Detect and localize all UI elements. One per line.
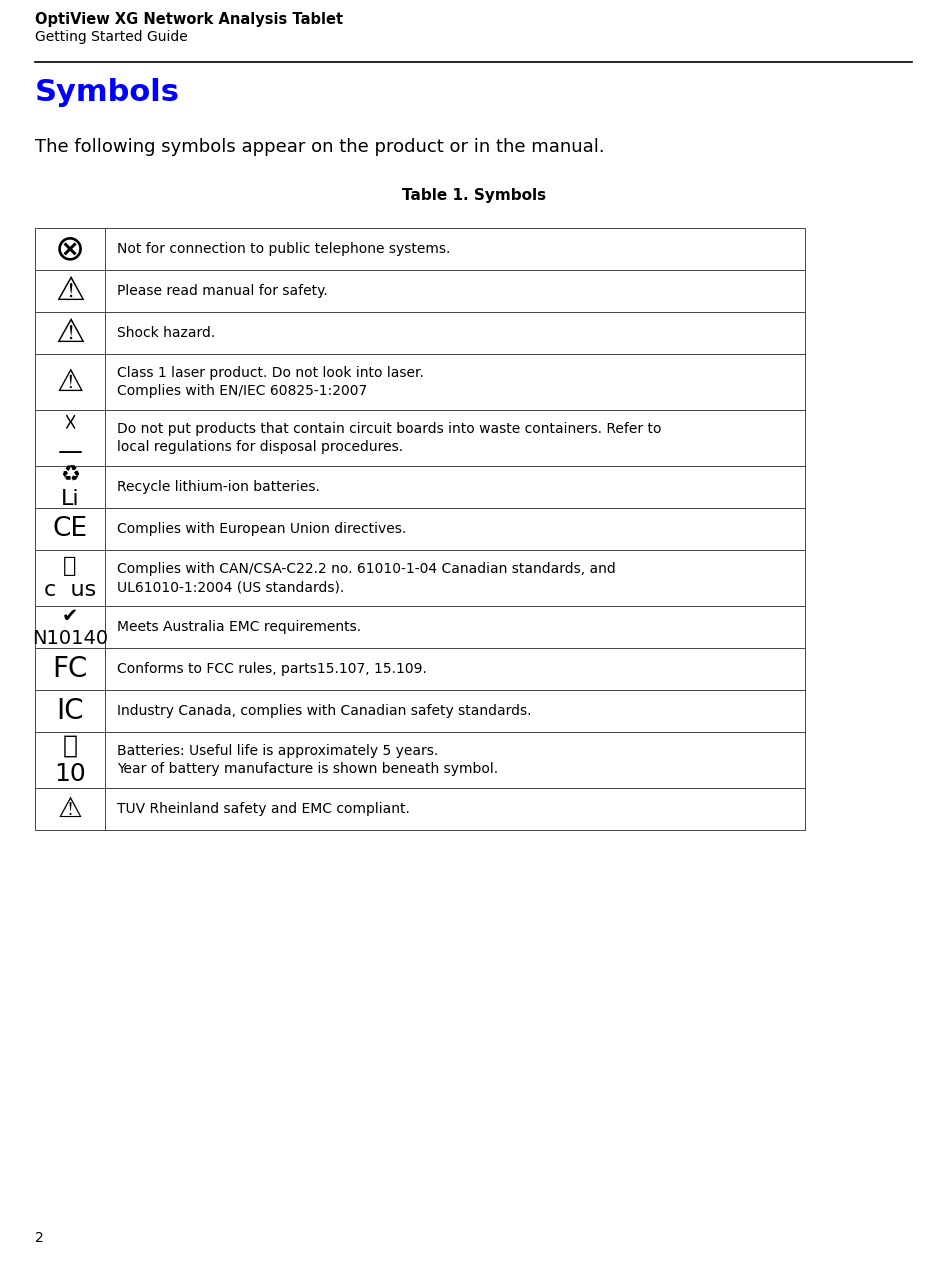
Text: Meets Australia EMC requirements.: Meets Australia EMC requirements. xyxy=(117,620,362,634)
Text: Not for connection to public telephone systems.: Not for connection to public telephone s… xyxy=(117,242,451,256)
Text: Do not put products that contain circuit boards into waste containers. Refer to
: Do not put products that contain circuit… xyxy=(117,421,661,454)
Text: Getting Started Guide: Getting Started Guide xyxy=(35,30,188,44)
Text: Ⓟ
10: Ⓟ 10 xyxy=(54,734,85,786)
Text: Industry Canada, complies with Canadian safety standards.: Industry Canada, complies with Canadian … xyxy=(117,705,531,719)
Text: ✔
N10140: ✔ N10140 xyxy=(32,606,108,648)
Text: Class 1 laser product. Do not look into laser.
Complies with EN/IEC 60825-1:2007: Class 1 laser product. Do not look into … xyxy=(117,366,424,398)
Text: TUV Rheinland safety and EMC compliant.: TUV Rheinland safety and EMC compliant. xyxy=(117,802,410,816)
Text: Conforms to FCC rules, parts15.107, 15.109.: Conforms to FCC rules, parts15.107, 15.1… xyxy=(117,662,427,676)
Text: The following symbols appear on the product or in the manual.: The following symbols appear on the prod… xyxy=(35,138,605,156)
Text: ☓
—: ☓ — xyxy=(58,412,83,464)
Text: ⚠: ⚠ xyxy=(56,368,84,396)
Text: Complies with European Union directives.: Complies with European Union directives. xyxy=(117,522,406,536)
Text: OptiView XG Network Analysis Tablet: OptiView XG Network Analysis Tablet xyxy=(35,11,344,27)
Text: Shock hazard.: Shock hazard. xyxy=(117,326,215,340)
Text: Batteries: Useful life is approximately 5 years.
Year of battery manufacture is : Batteries: Useful life is approximately … xyxy=(117,744,498,777)
Text: Table 1. Symbols: Table 1. Symbols xyxy=(402,188,547,202)
Text: ⚠: ⚠ xyxy=(55,316,85,349)
Text: 2: 2 xyxy=(35,1231,44,1245)
Text: Recycle lithium-ion batteries.: Recycle lithium-ion batteries. xyxy=(117,479,320,495)
Text: ⚠: ⚠ xyxy=(55,275,85,307)
Text: Symbols: Symbols xyxy=(35,78,180,108)
Text: ⚠: ⚠ xyxy=(58,794,83,824)
Text: ⊗: ⊗ xyxy=(55,231,85,266)
Text: IC: IC xyxy=(56,697,84,725)
Text: FC: FC xyxy=(52,655,87,683)
Text: CE: CE xyxy=(52,516,87,541)
Bar xyxy=(35,228,805,830)
Text: ♻
Li: ♻ Li xyxy=(60,466,80,509)
Text: Ⓢ
c  us: Ⓢ c us xyxy=(44,557,96,600)
Text: Complies with CAN/CSA-C22.2 no. 61010-1-04 Canadian standards, and
UL61010-1:200: Complies with CAN/CSA-C22.2 no. 61010-1-… xyxy=(117,562,616,595)
Text: Please read manual for safety.: Please read manual for safety. xyxy=(117,285,327,299)
